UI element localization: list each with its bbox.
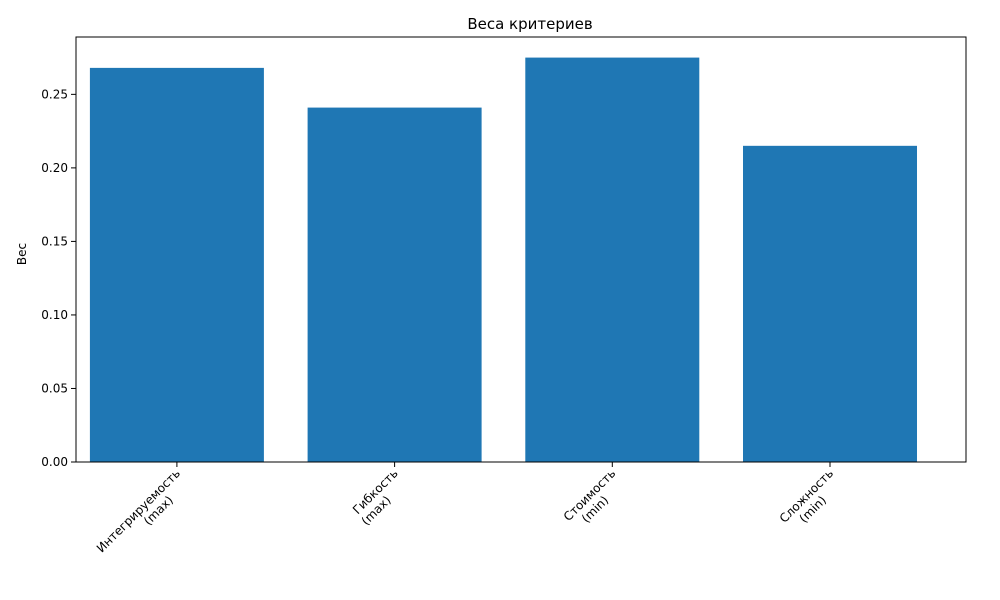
y-tick-label: 0.20: [41, 161, 68, 175]
x-tick-label: Гибкость(max): [349, 466, 411, 528]
bar: [743, 145, 918, 462]
y-axis-label: Вес: [15, 243, 29, 265]
bar: [89, 67, 264, 462]
bar: [307, 107, 482, 463]
x-tick-label: Сложность(min): [777, 466, 846, 535]
plot-frame: [75, 36, 967, 463]
bar: [525, 57, 700, 463]
y-tick-label: 0.25: [41, 87, 68, 101]
x-tick-label: Стоимость(min): [561, 466, 629, 534]
y-tick-label: 0.05: [41, 381, 68, 395]
chart-title: Веса критериев: [467, 15, 592, 33]
y-tick-label: 0.10: [41, 308, 68, 322]
x-tick-label: Интегрируемость(max): [94, 466, 193, 565]
x-axis: Интегрируемость(max) Гибкость(max) Стоимос…: [94, 462, 846, 565]
y-tick-label: 0.15: [41, 234, 68, 248]
y-axis: 0.00 0.05 0.10 0.15 0.20 0.25: [41, 87, 76, 469]
bars-group: [89, 57, 918, 463]
y-tick-label: 0.00: [41, 455, 68, 469]
